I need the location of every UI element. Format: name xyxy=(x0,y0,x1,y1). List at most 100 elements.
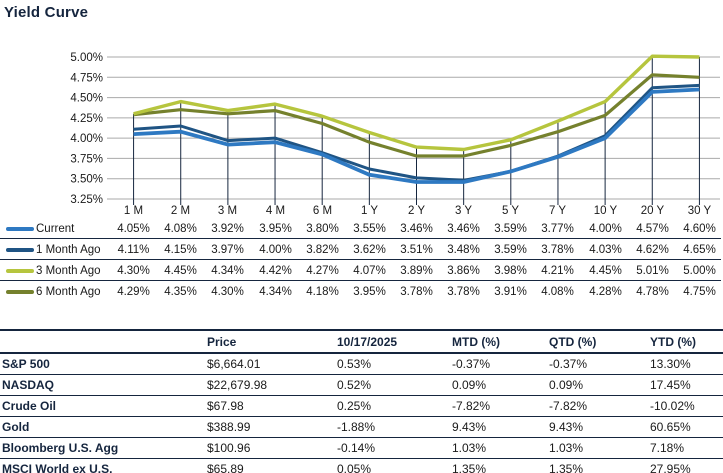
summary-cell: 0.25% xyxy=(335,395,450,417)
legend-label: Current xyxy=(36,223,75,235)
summary-cell: $388.99 xyxy=(205,416,335,438)
x-axis-label: 20 Y xyxy=(640,205,665,217)
summary-cell: 0.53% xyxy=(335,353,450,375)
market-summary-table: Price 10/17/2025 MTD (%) QTD (%) YTD (%) S&P… xyxy=(0,329,723,473)
legend-swatch-month3 xyxy=(6,269,34,273)
series-value: 3.95% xyxy=(259,223,292,235)
series-value: 4.27% xyxy=(306,265,339,277)
series-value: 3.91% xyxy=(494,286,527,298)
series-value: 4.18% xyxy=(306,286,339,298)
series-value: 4.29% xyxy=(117,286,150,298)
summary-row-label: NASDAQ xyxy=(0,374,205,396)
series-line-3-month-ago xyxy=(133,54,700,152)
x-axis-label: 1 Y xyxy=(360,205,379,217)
series-value: 4.35% xyxy=(164,286,197,298)
series-value: 4.11% xyxy=(117,244,150,256)
market-summary-body: S&P 500 $6,664.01 0.53% -0.37% -0.37% 13.30% N… xyxy=(0,353,723,473)
series-value: 3.46% xyxy=(447,223,480,235)
summary-cell: 0.09% xyxy=(450,374,547,396)
legend-label: 6 Month Ago xyxy=(36,286,101,298)
summary-cell: 0.52% xyxy=(335,374,450,396)
summary-column-header: YTD (%) xyxy=(648,329,723,354)
series-value: 5.01% xyxy=(636,265,669,277)
series-value: 4.30% xyxy=(117,265,150,277)
series-value: 4.75% xyxy=(683,286,716,298)
series-value: 3.62% xyxy=(353,244,386,256)
series-value: 4.00% xyxy=(589,223,622,235)
summary-cell: -0.14% xyxy=(335,437,450,459)
y-axis-tick-label: 3.75% xyxy=(70,153,103,165)
summary-cell: $6,664.01 xyxy=(205,353,335,375)
series-value: 4.07% xyxy=(353,265,386,277)
legend-label: 1 Month Ago xyxy=(36,244,101,256)
summary-cell: -10.02% xyxy=(648,395,723,417)
y-axis-tick-label: 5.00% xyxy=(70,52,103,64)
series-value: 4.45% xyxy=(164,265,197,277)
series-value: 4.08% xyxy=(541,286,574,298)
summary-cell: -1.88% xyxy=(335,416,450,438)
series-value: 4.42% xyxy=(259,265,292,277)
summary-column-header xyxy=(0,329,205,354)
summary-column-header: Price xyxy=(205,329,335,354)
summary-cell: $65.89 xyxy=(205,458,335,473)
page-title: Yield Curve xyxy=(4,4,89,21)
summary-cell: 7.18% xyxy=(648,437,723,459)
x-axis-label: 7 Y xyxy=(548,205,567,217)
summary-cell: 9.43% xyxy=(547,416,648,438)
summary-row: S&P 500 $6,664.01 0.53% -0.37% -0.37% 13.30% xyxy=(0,353,723,375)
series-value: 3.92% xyxy=(211,223,244,235)
summary-cell: $100.96 xyxy=(205,437,335,459)
series-value: 3.46% xyxy=(400,223,433,235)
series-value: 3.82% xyxy=(306,244,339,256)
summary-cell: 0.05% xyxy=(335,458,450,473)
series-value: 3.59% xyxy=(494,223,527,235)
x-axis-label: 5 Y xyxy=(501,205,520,217)
x-axis-label: 3 M xyxy=(217,205,238,217)
summary-cell: 60.65% xyxy=(648,416,723,438)
series-value: 4.28% xyxy=(589,286,622,298)
series-value: 4.45% xyxy=(589,265,622,277)
summary-row-label: MSCI World ex U.S. xyxy=(0,458,205,473)
table-row-separator xyxy=(0,238,721,239)
series-line-current xyxy=(133,87,700,184)
summary-cell: 1.35% xyxy=(547,458,648,473)
summary-cell: 1.03% xyxy=(547,437,648,459)
y-axis-tick-label: 4.50% xyxy=(70,93,103,105)
summary-row: Bloomberg U.S. Agg $100.96 -0.14% 1.03% 1.03… xyxy=(0,437,723,459)
series-value: 5.00% xyxy=(683,265,716,277)
summary-cell: -7.82% xyxy=(450,395,547,417)
series-value: 4.15% xyxy=(164,244,197,256)
series-value: 3.89% xyxy=(400,265,433,277)
series-value: 4.30% xyxy=(211,286,244,298)
x-axis-label: 2 Y xyxy=(407,205,426,217)
series-value: 3.59% xyxy=(494,244,527,256)
y-axis-tick-label: 4.25% xyxy=(70,113,103,125)
legend-label: 3 Month Ago xyxy=(36,265,101,277)
series-value: 4.08% xyxy=(164,223,197,235)
y-axis-tick-label: 4.00% xyxy=(70,133,103,145)
summary-cell: $67.98 xyxy=(205,395,335,417)
series-value: 4.60% xyxy=(683,223,716,235)
summary-row-label: S&P 500 xyxy=(0,353,205,375)
series-line-6-month-ago xyxy=(133,73,700,158)
series-value: 3.97% xyxy=(211,244,244,256)
summary-row-label: Gold xyxy=(0,416,205,438)
series-value: 3.86% xyxy=(447,265,480,277)
series-value: 3.55% xyxy=(353,223,386,235)
series-value: 4.65% xyxy=(683,244,716,256)
x-axis-label: 1 M xyxy=(123,205,144,217)
summary-cell: 9.43% xyxy=(450,416,547,438)
series-value: 4.34% xyxy=(259,286,292,298)
market-summary-header: Price 10/17/2025 MTD (%) QTD (%) YTD (%) xyxy=(0,329,723,354)
summary-cell: $22,679.98 xyxy=(205,374,335,396)
series-value: 3.48% xyxy=(447,244,480,256)
summary-cell: 1.03% xyxy=(450,437,547,459)
summary-cell: -0.37% xyxy=(450,353,547,375)
legend-swatch-current xyxy=(6,227,34,231)
summary-row: Gold $388.99 -1.88% 9.43% 9.43% 60.65% xyxy=(0,416,723,438)
summary-column-header: MTD (%) xyxy=(450,329,547,354)
series-value: 3.80% xyxy=(306,223,339,235)
x-axis-label: 4 M xyxy=(265,205,286,217)
series-value: 3.78% xyxy=(400,286,433,298)
